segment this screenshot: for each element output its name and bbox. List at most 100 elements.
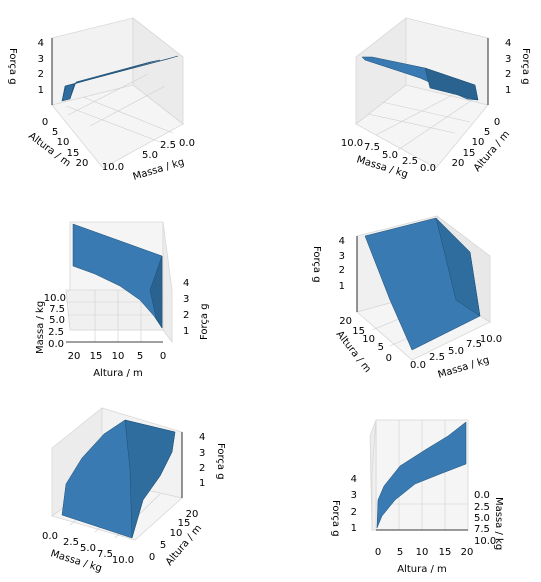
z-tick: 4 [339,236,345,247]
chart-panel-5: 4 3 2 1 Força g 0.0 2.5 5.0 7.5 10.0 Mas… [42,407,226,574]
y-tick: 10 [472,137,485,148]
y-tick: 5.0 [474,513,490,524]
x-tick: 7.5 [466,339,482,350]
x-tick: 15 [439,547,452,558]
y-tick: 15 [463,148,476,159]
mass-axis-ticks: 0.0 2.5 5.0 7.5 10.0 [474,490,496,547]
y-axis-label: Massa / kg [35,301,46,354]
height-axis-ticks: 0 5 10 15 20 [149,509,199,563]
z-tick: 2 [199,463,205,474]
z-tick: 1 [38,85,44,96]
x-tick: 0.0 [410,360,426,371]
y-tick: 5 [484,127,490,138]
x-tick: 7.5 [364,142,380,153]
z-tick: 4 [199,432,205,443]
x-tick: 2.5 [402,156,418,167]
force-axis-ticks: 4 3 2 1 [183,278,189,337]
z-tick: 4 [38,38,44,49]
x-tick: 10.0 [341,138,363,149]
y-tick: 10 [170,528,183,539]
x-tick: 0.0 [420,163,436,174]
z-axis-label: Força g [215,443,226,480]
mass-axis-ticks: 0.0 2.5 5.0 7.5 10.0 [410,334,502,371]
x-tick: 2.5 [63,537,79,548]
force-surface [364,217,481,351]
z-tick: 3 [505,54,511,65]
x-tick: 20 [461,547,474,558]
x-tick: 5.0 [448,346,464,357]
x-tick: 2.5 [429,352,445,363]
y-tick: 10 [362,334,375,345]
chart-panel-2: 4 3 2 1 Força g 10.0 7.5 5.0 2.5 0.0 Mas… [341,17,531,180]
x-tick: 10 [416,547,429,558]
x-tick: 10.0 [112,555,134,566]
force-axis-ticks: 4 3 2 1 [199,432,205,489]
mass-axis-ticks: 0.0 2.5 5.0 7.5 10.0 [44,293,66,350]
y-tick: 0 [42,117,48,128]
z-tick: 4 [351,474,357,485]
y-tick: 20 [339,316,352,327]
force-axis-ticks: 4 3 2 1 [505,38,511,96]
z-tick: 1 [183,326,189,337]
height-axis-ticks: 20 15 10 5 0 [339,316,392,364]
z-axis-label: Força g [330,500,341,537]
x-tick: 15 [90,351,103,362]
x-tick: 10 [112,351,125,362]
force-axis-ticks: 4 3 2 1 [38,38,44,96]
z-tick: 3 [199,448,205,459]
y-tick: 20 [76,158,89,169]
force-surface [361,56,479,101]
x-tick: 5.0 [382,150,398,161]
y-axis-label: Massa / kg [493,497,504,550]
z-tick: 3 [38,54,44,65]
x-tick: 10.0 [480,334,502,345]
z-tick: 3 [351,490,357,501]
z-tick: 3 [339,251,345,262]
chart-panel-1: 4 3 2 1 Força g 0 5 10 15 20 Altura / m … [7,17,195,183]
y-tick: 20 [452,158,465,169]
y-tick: 5.0 [49,315,65,326]
z-tick: 2 [339,265,345,276]
z-tick: 4 [505,38,511,49]
y-tick: 5 [52,127,58,138]
z-tick: 3 [183,294,189,305]
mass-axis-ticks: 0.0 2.5 5.0 7.5 10.0 [42,531,134,566]
x-tick: 7.5 [97,549,113,560]
x-tick: 5.0 [80,543,96,554]
x-tick: 5 [397,547,403,558]
chart-panel-6: 0 5 10 15 20 Altura / m 4 3 2 1 Força g … [330,419,504,575]
chart-panel-4: 4 3 2 1 Força g 20 15 10 5 0 Altura / m … [311,215,502,381]
y-tick: 20 [186,509,199,520]
x-tick: 5.0 [142,150,158,161]
z-tick: 4 [183,278,189,289]
height-axis-ticks: 0 5 10 15 20 [42,117,89,169]
x-tick: 0.0 [42,531,58,542]
force-surface [376,421,467,529]
y-tick: 2.5 [474,502,490,513]
x-tick: 10.0 [102,162,124,173]
z-tick: 2 [351,507,357,518]
y-tick: 0 [149,552,155,563]
x-axis-label: Altura / m [397,564,447,575]
y-tick: 10.0 [44,293,66,304]
mass-axis-ticks: 10.0 5.0 2.5 0.0 [102,138,195,173]
z-axis-label: Força g [520,48,531,85]
z-tick: 1 [505,85,511,96]
z-axis-label: Força g [311,246,322,283]
z-axis-label: Força g [7,48,18,85]
y-tick: 7.5 [49,304,65,315]
force-axis-ticks: 4 3 2 1 [339,236,345,292]
x-axis-label: Massa / kg [132,157,186,183]
height-axis-ticks: 0 5 10 15 20 [375,547,474,558]
y-tick: 15 [352,326,365,337]
y-tick: 10 [57,137,70,148]
force-surface [61,55,179,102]
force-axis-ticks: 4 3 2 1 [351,474,357,534]
x-tick: 0.0 [179,138,195,149]
y-tick: 5 [378,342,384,353]
y-axis-label: Altura / m [472,129,512,174]
x-tick: 5 [137,351,143,362]
y-tick: 15 [178,518,191,529]
chart-panel-3: 20 15 10 5 0 Altura / m 0.0 2.5 5.0 7.5 … [35,221,210,379]
